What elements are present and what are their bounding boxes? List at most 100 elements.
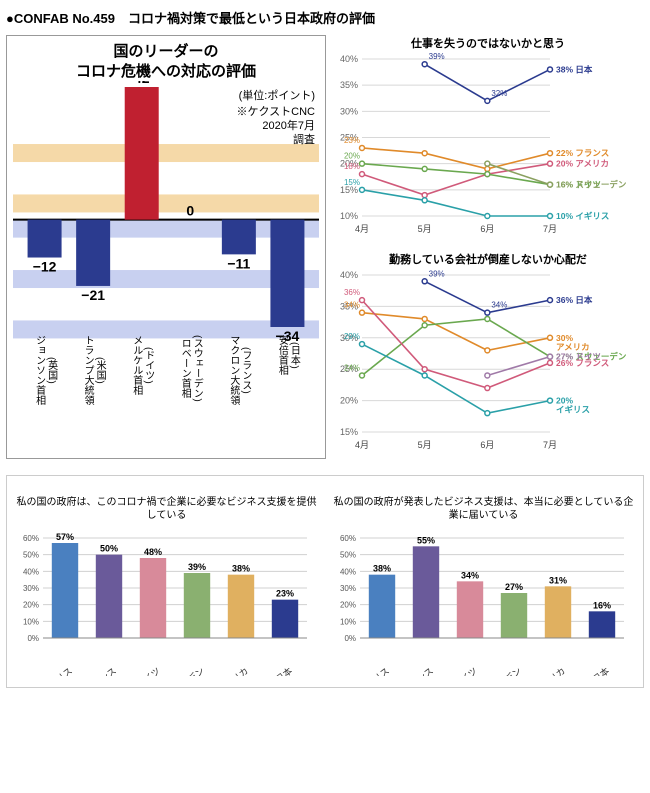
svg-text:50%: 50% <box>340 551 356 560</box>
svg-text:5月: 5月 <box>418 440 432 450</box>
svg-text:スウェーデン: スウェーデン <box>474 665 523 676</box>
svg-text:フランス: フランス <box>84 666 118 676</box>
svg-text:38% 日本: 38% 日本 <box>556 64 593 74</box>
svg-text:24%: 24% <box>344 363 360 372</box>
svg-text:0%: 0% <box>344 634 356 643</box>
svg-text:30%: 30% <box>340 106 358 116</box>
svg-text:57%: 57% <box>56 532 74 542</box>
svg-text:60%: 60% <box>340 534 356 543</box>
svg-text:36%: 36% <box>344 288 360 297</box>
svg-text:20%: 20% <box>340 396 358 406</box>
svg-text:40%: 40% <box>23 567 39 576</box>
bottom-row: 私の国の政府は、このコロナ禍で企業に必要なビジネス支援を提供している 0% 10%… <box>6 475 644 688</box>
svg-text:18%: 18% <box>344 162 360 171</box>
svg-text:30%: 30% <box>340 584 356 593</box>
svg-text:36% 日本: 36% 日本 <box>556 295 593 305</box>
svg-text:34%: 34% <box>344 301 360 310</box>
line-chart-job-loss: 仕事を失うのではないかと思う 10%15%20%25%30%35%40%4月5月… <box>332 35 644 243</box>
svg-text:−12: −12 <box>33 259 57 275</box>
svg-text:39%: 39% <box>188 562 206 572</box>
svg-text:ドイツ: ドイツ <box>452 666 479 676</box>
svg-text:16% スウェーデン: 16% スウェーデン <box>556 180 627 190</box>
bar-chart-2-title: 私の国の政府が発表したビジネス支援は、本当に必要としている企業に届いている <box>330 496 637 522</box>
svg-text:39%: 39% <box>429 53 445 61</box>
leader-chart-title-2: コロナ危機への対応の評価 <box>76 63 256 80</box>
bar-chart-support-reaching: 私の国の政府が発表したビジネス支援は、本当に必要としている企業に届いている 0%… <box>330 496 637 681</box>
svg-text:4月: 4月 <box>355 440 369 450</box>
svg-text:10%: 10% <box>340 617 356 626</box>
bar-chart-1-svg: 0% 10% 20% 30% 40% 50% 60% 57% イギリス 50% フランス 48% ドイツ… <box>13 526 313 676</box>
svg-text:イギリス: イギリス <box>357 666 392 676</box>
svg-text:スウェーデン: スウェーデン <box>157 665 206 676</box>
page-title: ●CONFAB No.459 コロナ禍対策で最低という日本政府の評価 <box>0 0 650 35</box>
svg-text:0: 0 <box>186 203 194 219</box>
svg-text:日本: 日本 <box>273 665 294 676</box>
line-chart-2-svg: 15%20%25%30%35%40%4月5月6月7月39%34%36% 日本34… <box>332 269 642 454</box>
line-chart-bankruptcy: 勤務している会社が倒産しないか心配だ 15%20%25%30%35%40%4月5… <box>332 251 644 459</box>
svg-text:30%: 30% <box>23 584 39 593</box>
svg-text:10% イギリス: 10% イギリス <box>556 211 609 221</box>
leader-approval-chart: 国のリーダーの コロナ危機への対応の評価 −12−2142−11−340(単位:… <box>6 35 326 459</box>
svg-text:7月: 7月 <box>543 224 557 234</box>
svg-text:29%: 29% <box>344 332 360 341</box>
bar-chart-2-svg: 0%10%20%30%40%50%60%38%イギリス55%フランス34%ドイツ… <box>330 526 630 676</box>
svg-text:イギリス: イギリス <box>556 405 590 415</box>
svg-text:6月: 6月 <box>480 224 494 234</box>
svg-text:2020年7月: 2020年7月 <box>262 118 315 132</box>
line-chart-2-title: 勤務している会社が倒産しないか心配だ <box>332 251 644 267</box>
svg-text:(単位:ポイント): (単位:ポイント) <box>239 88 315 102</box>
svg-text:10%: 10% <box>23 617 39 626</box>
svg-text:5月: 5月 <box>418 224 432 234</box>
svg-text:調査: 調査 <box>293 132 315 146</box>
svg-text:27%: 27% <box>505 582 523 592</box>
svg-text:39%: 39% <box>429 269 445 278</box>
svg-text:16%: 16% <box>593 600 611 610</box>
svg-text:55%: 55% <box>417 535 435 545</box>
svg-text:15%: 15% <box>340 427 358 437</box>
svg-text:60%: 60% <box>23 534 39 543</box>
svg-text:26% フランス: 26% フランス <box>556 358 609 368</box>
svg-text:23%: 23% <box>344 136 360 145</box>
svg-text:42: 42 <box>134 81 150 86</box>
svg-text:6月: 6月 <box>480 440 494 450</box>
bar-chart-support-provided: 私の国の政府は、このコロナ禍で企業に必要なビジネス支援を提供している 0% 10%… <box>13 496 320 681</box>
svg-text:20%: 20% <box>23 601 39 610</box>
svg-text:※ケクストCNC: ※ケクストCNC <box>236 105 315 118</box>
svg-text:−11: −11 <box>227 255 250 271</box>
svg-text:40%: 40% <box>340 567 356 576</box>
top-row: 国のリーダーの コロナ危機への対応の評価 −12−2142−11−340(単位:… <box>0 35 650 459</box>
svg-text:ドイツ: ドイツ <box>135 666 162 676</box>
leader-chart-title-1: 国のリーダーの <box>113 43 218 60</box>
line-chart-1-title: 仕事を失うのではないかと思う <box>332 35 644 51</box>
svg-text:23%: 23% <box>276 589 294 599</box>
svg-text:48%: 48% <box>144 547 162 557</box>
svg-text:日本: 日本 <box>590 665 611 676</box>
svg-text:7月: 7月 <box>543 440 557 450</box>
svg-text:50%: 50% <box>100 544 118 554</box>
line-charts-column: 仕事を失うのではないかと思う 10%15%20%25%30%35%40%4月5月… <box>332 35 644 459</box>
svg-text:15%: 15% <box>344 178 360 187</box>
svg-text:フランス: フランス <box>401 666 435 676</box>
line-chart-1-svg: 10%15%20%25%30%35%40%4月5月6月7月39%32%38% 日… <box>332 53 642 238</box>
svg-text:アメリカ: アメリカ <box>556 342 590 352</box>
svg-text:10%: 10% <box>340 211 358 221</box>
svg-text:34%: 34% <box>491 301 507 310</box>
svg-text:32%: 32% <box>491 89 507 98</box>
svg-text:4月: 4月 <box>355 224 369 234</box>
svg-text:20%: 20% <box>340 601 356 610</box>
svg-text:35%: 35% <box>340 80 358 90</box>
svg-text:31%: 31% <box>549 575 567 585</box>
svg-text:20% アメリカ: 20% アメリカ <box>556 159 609 169</box>
svg-text:0%: 0% <box>27 634 39 643</box>
svg-text:アメリカ: アメリカ <box>533 666 567 676</box>
svg-text:38%: 38% <box>232 564 250 574</box>
svg-text:アメリカ: アメリカ <box>216 666 250 676</box>
leader-chart-svg: −12−2142−11−340(単位:ポイント)※ケクストCNC2020年7月調… <box>13 81 319 441</box>
svg-text:38%: 38% <box>373 564 391 574</box>
svg-text:40%: 40% <box>340 54 358 64</box>
svg-text:20%: 20% <box>344 152 360 161</box>
bar-chart-1-title: 私の国の政府は、このコロナ禍で企業に必要なビジネス支援を提供している <box>13 496 320 522</box>
svg-text:イギリス: イギリス <box>40 666 75 676</box>
svg-text:50%: 50% <box>23 551 39 560</box>
svg-text:−21: −21 <box>81 287 105 303</box>
